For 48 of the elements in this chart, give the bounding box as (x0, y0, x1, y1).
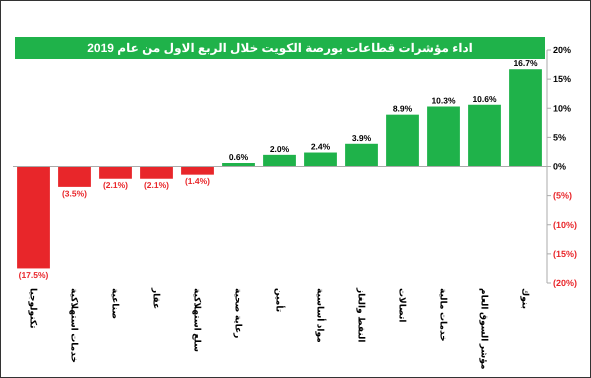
y-tick-label: 20% (553, 45, 572, 55)
bar (17, 166, 50, 268)
x-tick-label: اتصالات (398, 288, 408, 322)
x-tick-label: النفط والغاز (356, 287, 366, 342)
x-tick-label: عقار (150, 287, 162, 310)
bar (345, 144, 378, 166)
y-tick-label: 15% (553, 74, 572, 84)
data-label: 2.4% (310, 142, 331, 152)
x-tick-label: رعاية صحية (232, 288, 244, 338)
y-tick-label: 10% (553, 103, 572, 114)
bar (386, 114, 419, 166)
x-tick-label: مؤشر السوق العام (478, 288, 490, 370)
data-label: (2.1%) (144, 180, 170, 190)
y-tick-label: (15%) (553, 248, 578, 259)
data-label: 3.9% (352, 132, 372, 143)
bar (140, 166, 173, 179)
bar (304, 152, 337, 166)
x-tick-label: بنوك (520, 288, 530, 309)
x-tick-label: تكنولوجيا (28, 288, 38, 328)
bar (468, 104, 501, 166)
data-label: (2.1%) (102, 180, 128, 190)
y-tick-label: 0% (553, 162, 566, 172)
bar (509, 69, 542, 166)
data-label: 0.6% (228, 152, 249, 162)
data-label: 10.3% (431, 96, 456, 106)
data-label: 10.6% (472, 94, 497, 104)
x-tick-label: مواد أساسية (314, 288, 326, 343)
x-tick-label: صناعية (110, 288, 120, 320)
x-tick-label: خدمات مالية (438, 288, 448, 342)
x-tick-label: تأمين (274, 288, 286, 312)
bar (58, 166, 91, 187)
x-tick-label: سلع استهلاكية (192, 288, 202, 352)
data-label: 2.0% (270, 144, 290, 154)
y-tick-label: 5% (553, 132, 566, 142)
y-tick-label: (10%) (553, 220, 578, 230)
data-label: (3.5%) (62, 188, 88, 198)
data-label: 8.9% (392, 104, 413, 114)
bar (99, 166, 132, 179)
bar (427, 106, 460, 166)
bar (181, 166, 214, 175)
data-label: (17.5%) (18, 270, 49, 280)
y-tick-label: (5%) (553, 190, 572, 201)
chart-title: اداء مؤشرات قطاعات بورصة الكويت خلال الربع الاول من عام 2019 (87, 41, 473, 55)
bar (263, 154, 296, 166)
y-tick-label: (20%) (553, 278, 578, 288)
data-label: 16.7% (513, 58, 538, 68)
data-label: (1.4%) (184, 176, 210, 186)
x-tick-label: خدمات استهلاكية (68, 288, 80, 363)
